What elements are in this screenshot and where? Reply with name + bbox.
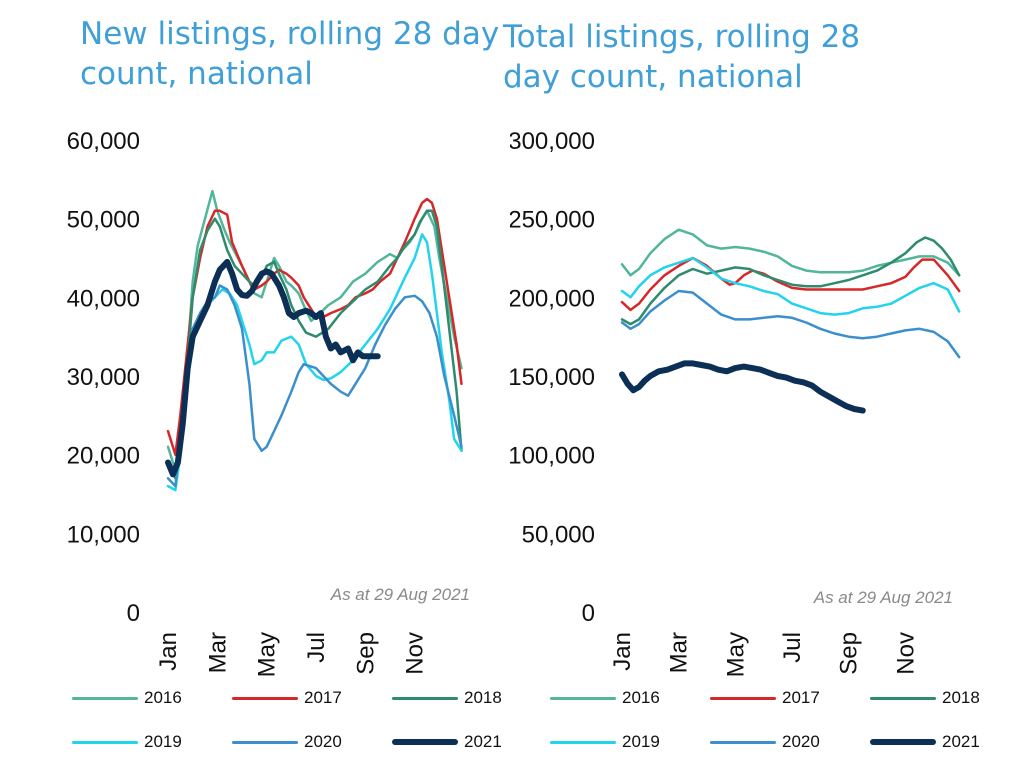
as-at-note: As at 29 Aug 2021 xyxy=(330,585,470,604)
series-line-2017 xyxy=(620,256,961,312)
y-tick-label: 30,000 xyxy=(67,364,140,391)
total-listings-panel: Total listings, rolling 28 day count, na… xyxy=(503,0,1010,768)
x-tick-label: Nov xyxy=(402,632,429,675)
legend-item-2017: 2017 xyxy=(710,686,820,710)
legend-swatch xyxy=(392,696,458,700)
legend-item-2020: 2020 xyxy=(232,730,342,754)
legend-item-2021: 2021 xyxy=(392,730,502,754)
y-tick-label: 10,000 xyxy=(67,521,140,548)
legend-label: 2016 xyxy=(622,688,660,707)
as-at-note: As at 29 Aug 2021 xyxy=(813,588,953,607)
x-tick-label: Jul xyxy=(779,632,806,663)
y-tick-label: 200,000 xyxy=(510,285,595,312)
x-tick-label: Mar xyxy=(204,632,231,673)
y-tick-label: 60,000 xyxy=(67,128,140,155)
legend-item-2016: 2016 xyxy=(550,686,660,710)
legend-swatch xyxy=(550,696,616,700)
series-line-2018 xyxy=(620,236,961,326)
series-line-2021 xyxy=(165,258,381,478)
series-line-2021 xyxy=(619,360,866,414)
legend-swatch xyxy=(710,740,776,744)
y-tick-label: 100,000 xyxy=(510,443,595,470)
x-tick-label: Sep xyxy=(836,632,863,675)
legend-swatch xyxy=(550,740,616,744)
new-listings-panel: New listings, rolling 28 day count, nati… xyxy=(10,0,510,768)
new-listings-chart: 0 10,000 20,000 30,000 40,000 50,000 60,000 Jan… xyxy=(67,128,470,677)
legend-item-2018: 2018 xyxy=(392,686,502,710)
legend-swatch xyxy=(870,739,936,745)
chart-legend: 2016 2017 2018 2019 2020 2021 xyxy=(550,686,1010,758)
series-line-2016 xyxy=(620,228,961,277)
y-tick-label: 0 xyxy=(582,600,595,627)
legend-label: 2020 xyxy=(304,732,342,751)
x-tick-label: Sep xyxy=(352,632,379,675)
x-tick-label: Jul xyxy=(303,632,330,663)
x-tick-label: Jan xyxy=(155,632,182,671)
y-tick-label: 150,000 xyxy=(510,364,595,391)
legend-label: 2017 xyxy=(782,688,820,707)
x-tick-label: May xyxy=(254,632,281,677)
series-line-2016 xyxy=(166,189,463,472)
series-line-2020 xyxy=(620,289,961,359)
chart-title: New listings, rolling 28 day count, nati… xyxy=(80,16,500,92)
legend-item-2019: 2019 xyxy=(72,730,182,754)
chart-legend: 2016 2017 2018 2019 2020 2021 xyxy=(72,686,532,758)
legend-item-2016: 2016 xyxy=(72,686,182,710)
series-line-2019 xyxy=(166,233,463,492)
y-tick-label: 20,000 xyxy=(67,443,140,470)
y-tick-label: 250,000 xyxy=(510,207,595,234)
x-tick-label: Jan xyxy=(609,632,636,671)
legend-label: 2017 xyxy=(304,688,342,707)
y-tick-label: 50,000 xyxy=(522,521,595,548)
legend-label: 2018 xyxy=(942,688,980,707)
legend-label: 2019 xyxy=(144,732,182,751)
legend-item-2020: 2020 xyxy=(710,730,820,754)
total-listings-chart: 0 50,000 100,000 150,000 200,000 250,000 300,0… xyxy=(510,128,961,677)
x-tick-label: May xyxy=(722,632,749,677)
series-line-2019 xyxy=(620,256,961,316)
legend-item-2018: 2018 xyxy=(870,686,980,710)
legend-label: 2018 xyxy=(464,688,502,707)
legend-swatch xyxy=(870,696,936,700)
legend-swatch xyxy=(72,696,138,700)
chart-title: Total listings, rolling 28 day count, na… xyxy=(503,19,861,95)
legend-swatch xyxy=(710,696,776,700)
legend-swatch xyxy=(72,740,138,744)
series-line-2017 xyxy=(166,197,463,456)
x-tick-label: Mar xyxy=(666,632,693,673)
legend-swatch xyxy=(232,696,298,700)
legend-item-2019: 2019 xyxy=(550,730,660,754)
legend-label: 2016 xyxy=(144,688,182,707)
legend-item-2021: 2021 xyxy=(870,730,980,754)
legend-label: 2019 xyxy=(622,732,660,751)
x-tick-label: Nov xyxy=(892,632,919,675)
legend-label: 2021 xyxy=(464,732,502,751)
y-tick-label: 300,000 xyxy=(510,128,595,155)
legend-swatch xyxy=(232,740,298,744)
legend-swatch xyxy=(392,739,458,745)
legend-label: 2021 xyxy=(942,732,980,751)
y-tick-label: 50,000 xyxy=(67,207,140,234)
y-tick-label: 40,000 xyxy=(67,285,140,312)
legend-item-2017: 2017 xyxy=(232,686,342,710)
y-tick-label: 0 xyxy=(127,600,140,627)
legend-label: 2020 xyxy=(782,732,820,751)
